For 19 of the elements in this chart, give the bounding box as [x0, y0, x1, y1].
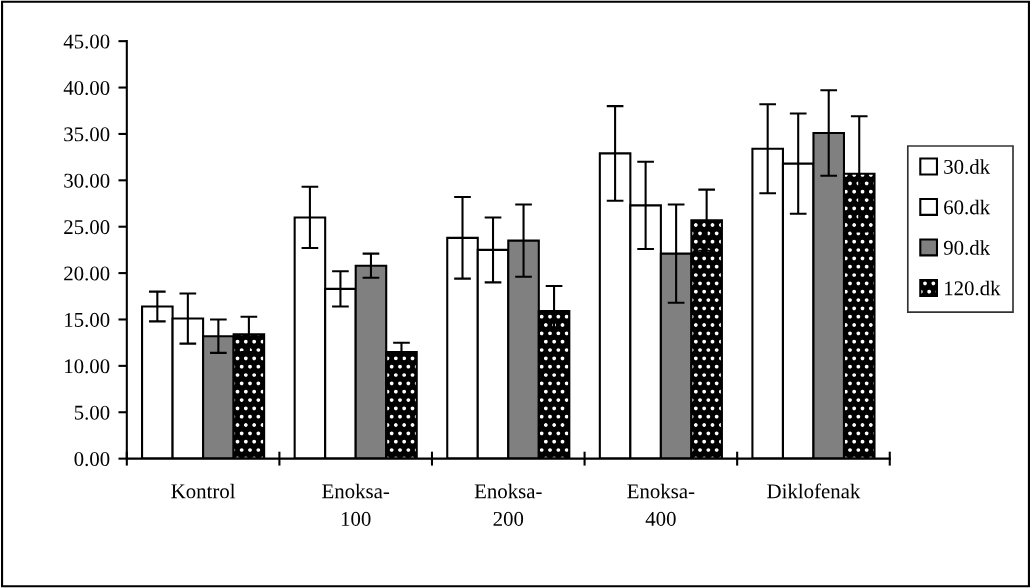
x-tick-label: Enoksa- 100 — [322, 483, 390, 526]
y-tick-label: 40.00 — [63, 80, 110, 96]
y-tick-label: 15.00 — [65, 312, 110, 327]
y-tick-label: 25.00 — [64, 220, 110, 235]
legend-label: 30.dk — [944, 159, 991, 174]
x-tick-label: Enoksa- 400 — [627, 483, 695, 526]
y-tick-label: 45.00 — [63, 34, 110, 49]
legend-label: 60.dk — [944, 199, 991, 215]
y-tick-label: 0.00 — [74, 452, 110, 467]
x-tick-label: Diklofenak — [767, 483, 861, 499]
y-tick-label: 10.00 — [65, 359, 110, 374]
y-tick-label: 30.00 — [64, 173, 110, 188]
y-tick-label: 20.00 — [64, 266, 110, 281]
legend-label: 90.dk — [943, 240, 991, 255]
legend-label: 120.dk — [945, 280, 1001, 296]
x-tick-label: Enoksa- 200 — [474, 483, 542, 526]
x-tick-label: Kontrol — [171, 483, 236, 499]
y-tick-label: 5.00 — [74, 405, 110, 420]
y-tick-label: 35.00 — [64, 127, 110, 142]
